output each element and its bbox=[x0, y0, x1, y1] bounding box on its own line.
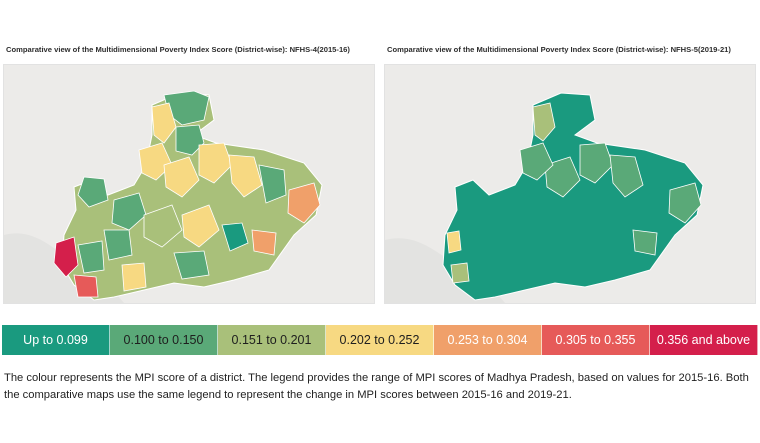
district-region[interactable] bbox=[579, 142, 614, 184]
district-region[interactable] bbox=[175, 124, 205, 156]
district-region[interactable] bbox=[228, 154, 263, 198]
district-region[interactable] bbox=[53, 236, 79, 278]
district-map-nfhs5 bbox=[385, 92, 704, 303]
district-region[interactable] bbox=[668, 182, 702, 224]
legend-item: 0.151 to 0.201 bbox=[218, 325, 326, 355]
mpi-legend: Up to 0.099 0.100 to 0.150 0.151 to 0.201 0… bbox=[2, 325, 758, 355]
district-map-nfhs4 bbox=[4, 90, 323, 303]
district-region[interactable] bbox=[446, 230, 462, 254]
district-region[interactable] bbox=[73, 274, 99, 298]
district-region[interactable] bbox=[544, 156, 581, 198]
map-caption: The colour represents the MPI score of a… bbox=[4, 372, 749, 401]
legend-item: 0.253 to 0.304 bbox=[434, 325, 542, 355]
district-region[interactable] bbox=[609, 154, 644, 198]
legend-item: 0.305 to 0.355 bbox=[542, 325, 650, 355]
district-region[interactable] bbox=[111, 192, 147, 231]
map-title-nfhs5: Comparative view of the Multidimensional… bbox=[387, 45, 731, 54]
district-region[interactable] bbox=[198, 142, 233, 184]
district-region[interactable] bbox=[450, 262, 470, 284]
legend-item: 0.202 to 0.252 bbox=[326, 325, 434, 355]
district-region[interactable] bbox=[251, 229, 277, 256]
district-region[interactable] bbox=[632, 229, 658, 256]
district-region[interactable] bbox=[181, 204, 220, 248]
map-panel-nfhs5: Comparative view of the Multidimensional… bbox=[384, 44, 757, 304]
map-canvas-nfhs4[interactable] bbox=[3, 64, 375, 304]
district-region[interactable] bbox=[121, 262, 147, 292]
map-panel-nfhs4: Comparative view of the Multidimensional… bbox=[3, 44, 376, 304]
state-outline bbox=[442, 92, 704, 301]
district-region[interactable] bbox=[532, 102, 556, 142]
district-region[interactable] bbox=[151, 102, 177, 144]
district-region[interactable] bbox=[173, 250, 210, 280]
district-region[interactable] bbox=[143, 204, 183, 248]
legend-item: Up to 0.099 bbox=[2, 325, 110, 355]
map-canvas-nfhs5[interactable] bbox=[384, 64, 756, 304]
district-region[interactable] bbox=[519, 142, 554, 181]
district-region[interactable] bbox=[163, 156, 200, 198]
district-region[interactable] bbox=[221, 222, 249, 252]
district-region[interactable] bbox=[258, 164, 287, 204]
legend-item: 0.356 and above bbox=[650, 325, 758, 355]
district-region[interactable] bbox=[138, 142, 173, 181]
district-region[interactable] bbox=[103, 229, 133, 261]
map-title-nfhs4: Comparative view of the Multidimensional… bbox=[6, 45, 350, 54]
district-region[interactable] bbox=[77, 176, 109, 208]
legend-item: 0.100 to 0.150 bbox=[110, 325, 218, 355]
district-region[interactable] bbox=[77, 240, 105, 274]
district-region[interactable] bbox=[287, 182, 321, 224]
